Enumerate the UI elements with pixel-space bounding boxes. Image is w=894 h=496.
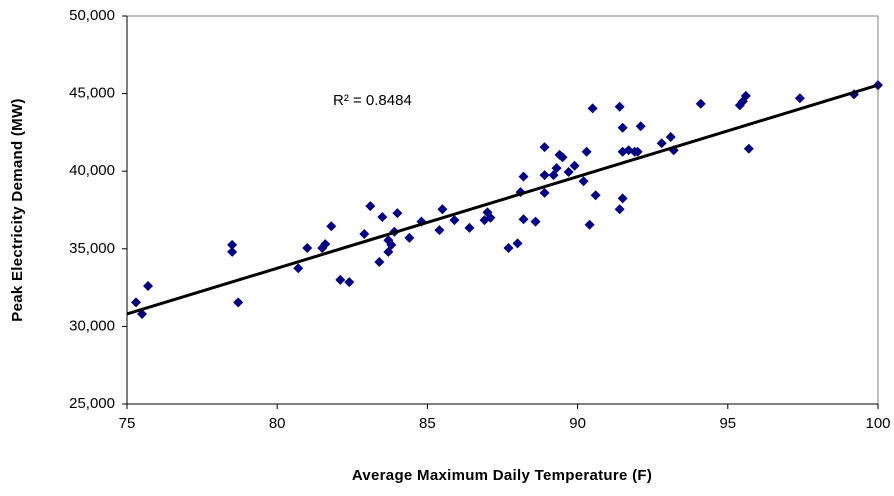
point [344,277,355,288]
point [617,122,628,133]
point [518,214,529,225]
point [233,297,244,308]
annotation: R² = 0.8484 [333,92,412,109]
y-tick-label: 45,000 [69,85,115,102]
x-tick-label: 80 [269,415,286,432]
point [404,232,415,243]
point [635,121,646,132]
x-tick-label: 85 [419,415,436,432]
y-tick-label: 30,000 [69,317,115,334]
x-tick-label: 100 [865,415,890,432]
y-tick-label: 35,000 [69,240,115,257]
y-tick-label: 50,000 [69,7,115,24]
x-axis-title: Average Maximum Daily Temperature (F) [352,467,652,484]
point [377,211,388,222]
trend-line [126,83,879,316]
plot-area [126,15,879,405]
point [614,204,625,215]
point [590,190,601,201]
x-tick-label: 75 [119,415,136,432]
point [578,176,589,187]
point [227,239,238,250]
point [392,208,403,219]
point [587,103,598,114]
point [632,146,643,157]
point [227,246,238,257]
point [539,187,550,198]
point [740,90,751,101]
point [503,243,514,254]
x-tick-label: 90 [569,415,586,432]
point [539,142,550,153]
y-tick-label: 40,000 [69,162,115,179]
point [617,193,628,204]
point [539,170,550,181]
point [569,160,580,171]
point [434,225,445,236]
point [563,166,574,177]
point [743,143,754,154]
point [326,221,337,232]
y-tick-label: 25,000 [69,395,115,412]
point [374,256,385,267]
point [320,239,331,250]
point [512,238,523,249]
y-axis-title: Peak Electricity Demand (MW) [9,98,26,321]
x-tick-label: 95 [719,415,736,432]
point [386,239,397,250]
point [335,274,346,285]
point [293,263,304,274]
point [581,146,592,157]
point [485,212,496,223]
point [557,152,568,163]
point [614,101,625,112]
point [695,98,706,109]
point [131,297,142,308]
point [464,222,475,233]
point [365,201,376,212]
point [551,163,562,174]
point [665,132,676,143]
point [656,138,667,149]
point [518,171,529,182]
point [437,204,448,215]
point [449,215,460,226]
point [530,216,541,227]
point [143,281,154,292]
point [302,243,313,254]
point [584,219,595,230]
point [359,229,370,240]
point [794,93,805,104]
